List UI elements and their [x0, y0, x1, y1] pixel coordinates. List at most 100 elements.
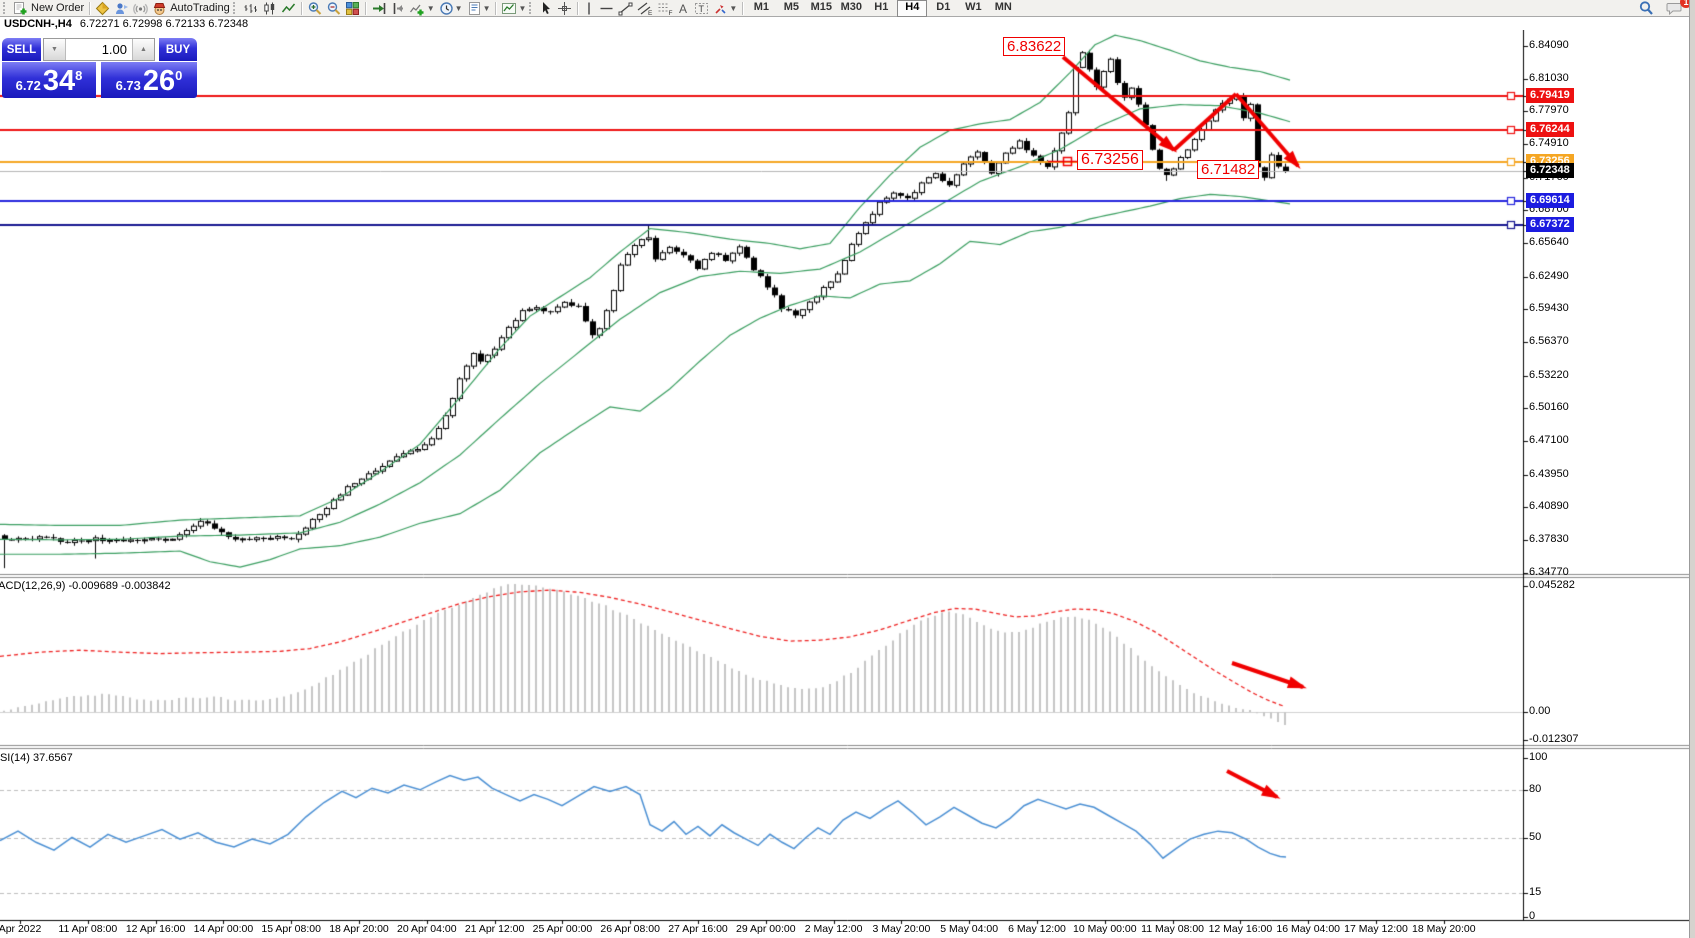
timeframe-button-M30[interactable]: M30 — [840, 0, 863, 13]
rsi-axis-label: 100 — [1529, 751, 1548, 763]
chat-badge: 1 — [1680, 0, 1692, 8]
symbol-period-label: USDCNH-,H4 — [4, 17, 72, 30]
zoom-in-button[interactable] — [305, 0, 324, 16]
sell-button[interactable]: SELL — [2, 38, 41, 61]
line-chart-button[interactable] — [279, 0, 298, 16]
price-level-label: 6.76244 — [1526, 122, 1574, 137]
signals-icon — [133, 3, 148, 14]
sell-price-button[interactable]: 6.72 34 8 — [2, 62, 96, 98]
price-level-label: 6.67372 — [1526, 217, 1574, 232]
tile-windows-button[interactable] — [343, 0, 362, 16]
price-axis-tick-label: 6.77970 — [1529, 104, 1569, 116]
search-button[interactable] — [1636, 0, 1656, 16]
text-label-icon: T — [695, 2, 709, 14]
vertical-line-button[interactable] — [581, 0, 597, 16]
arrows-icon — [715, 4, 726, 14]
autotrading-button[interactable]: AutoTrading — [150, 0, 232, 16]
indicators-icon — [409, 4, 424, 15]
dropdown-caret-icon: ▼ — [454, 3, 463, 13]
price-axis-tick-label: 6.81030 — [1529, 72, 1569, 84]
separator — [89, 1, 91, 15]
market-cube-button[interactable] — [93, 0, 112, 16]
buy-price-button[interactable]: 6.73 26 0 — [101, 62, 197, 98]
templates-button[interactable]: ▼ — [465, 0, 493, 16]
arrows-button[interactable]: ▼ — [711, 0, 739, 16]
time-axis-label: 6 May 12:00 — [1008, 923, 1066, 935]
bar-chart-button[interactable] — [241, 0, 260, 16]
macd-axis-label: -0.012307 — [1529, 733, 1579, 745]
price-axis-tick-label: 6.65640 — [1529, 236, 1569, 248]
toolbar-grip[interactable] — [232, 2, 238, 14]
time-axis-label: 10 May 00:00 — [1072, 923, 1137, 935]
time-axis-label: 27 Apr 16:00 — [668, 923, 728, 935]
separator — [364, 1, 366, 15]
price-axis-tick-label: 6.50160 — [1529, 401, 1569, 413]
time-axis-label: 21 Apr 12:00 — [464, 923, 525, 935]
timeframe-button-D1[interactable]: D1 — [936, 0, 951, 13]
buy-button[interactable]: BUY — [159, 38, 197, 61]
zoom-out-button[interactable] — [324, 0, 343, 16]
chat-button[interactable]: 1 — [1664, 0, 1692, 16]
rsi-axis-label: 50 — [1529, 831, 1542, 843]
dropdown-caret-icon: ▼ — [518, 3, 527, 13]
time-axis-label: 18 May 20:00 — [1411, 923, 1476, 935]
periods-button[interactable]: ▼ — [437, 0, 465, 16]
timeframe-button-M1[interactable]: M1 — [753, 0, 769, 13]
candlestick-icon — [264, 2, 274, 14]
svg-text:E: E — [648, 10, 653, 16]
time-axis-label: 16 May 04:00 — [1276, 923, 1341, 935]
new-order-label: New Order — [31, 2, 85, 14]
timeframe-button-M15[interactable]: M15 — [810, 0, 833, 13]
signals-button[interactable] — [131, 0, 150, 16]
text-label-button[interactable]: T — [692, 0, 711, 16]
toolbar-grip[interactable] — [529, 2, 534, 14]
chart-window-button[interactable]: ▼ — [499, 0, 528, 16]
timeframe-button-H1[interactable]: H1 — [874, 0, 889, 13]
price-axis-tick-label: 6.62490 — [1529, 270, 1569, 282]
new-order-button[interactable]: New Order — [11, 0, 86, 16]
volume-decrease-button[interactable]: ▼ — [44, 39, 66, 60]
volume-increase-button[interactable]: ▲ — [132, 39, 154, 60]
annotation-price-label[interactable]: 6.83622 — [1003, 37, 1066, 56]
timeframe-button-W1[interactable]: W1 — [965, 0, 982, 13]
price-axis-tick-label: 6.47100 — [1529, 434, 1569, 446]
separator — [495, 1, 497, 15]
macd-axis-label: 0.00 — [1529, 705, 1551, 717]
separator — [742, 1, 744, 15]
timeframe-button-H4[interactable]: H4 — [897, 0, 928, 17]
annotation-price-label[interactable]: 6.73256 — [1077, 150, 1143, 170]
indicators-button[interactable]: ▼ — [407, 0, 437, 16]
profile-button[interactable] — [112, 0, 131, 16]
trendline-button[interactable] — [616, 0, 635, 16]
toolbar-grip[interactable] — [3, 2, 8, 14]
separator — [300, 1, 302, 15]
price-axis-tick-label: 6.84090 — [1529, 39, 1569, 51]
cursor-button[interactable] — [537, 0, 555, 16]
time-axis-label: 20 Apr 04:00 — [397, 923, 457, 935]
annotation-price-label[interactable]: 6.71482 — [1197, 160, 1260, 179]
equidistant-channel-button[interactable]: E — [635, 0, 655, 16]
price-level-label: 6.69614 — [1526, 193, 1574, 208]
line-chart-icon — [281, 3, 295, 12]
chart-title-bar: USDCNH-,H4 6.72271 6.72998 6.72133 6.723… — [0, 17, 1695, 30]
time-axis-label: 11 May 08:00 — [1141, 923, 1205, 935]
time-axis-label: 5 May 04:00 — [940, 923, 999, 935]
svg-text:T: T — [699, 4, 705, 14]
toolbar: New Order AutoTrading — [0, 0, 1695, 17]
timeframe-button-M5[interactable]: M5 — [783, 0, 799, 13]
time-axis-label: 29 Apr 00:00 — [736, 923, 796, 935]
auto-scroll-button[interactable] — [369, 0, 388, 16]
candlestick-button[interactable] — [260, 0, 279, 16]
horizontal-line-button[interactable] — [597, 0, 616, 16]
crosshair-button[interactable] — [555, 0, 574, 16]
profile-icon — [116, 2, 129, 14]
text-button[interactable]: A — [675, 0, 692, 16]
timeframe-button-MN[interactable]: MN — [994, 0, 1012, 13]
new-order-icon — [14, 1, 27, 14]
separator — [577, 1, 579, 15]
volume-input[interactable]: 1.00 — [66, 39, 132, 60]
fibonacci-button[interactable]: F — [655, 0, 675, 16]
macd-pane-label: MACD(12,26,9) -0.009689 -0.003842 — [0, 580, 171, 592]
chart-shift-button[interactable] — [388, 0, 407, 16]
